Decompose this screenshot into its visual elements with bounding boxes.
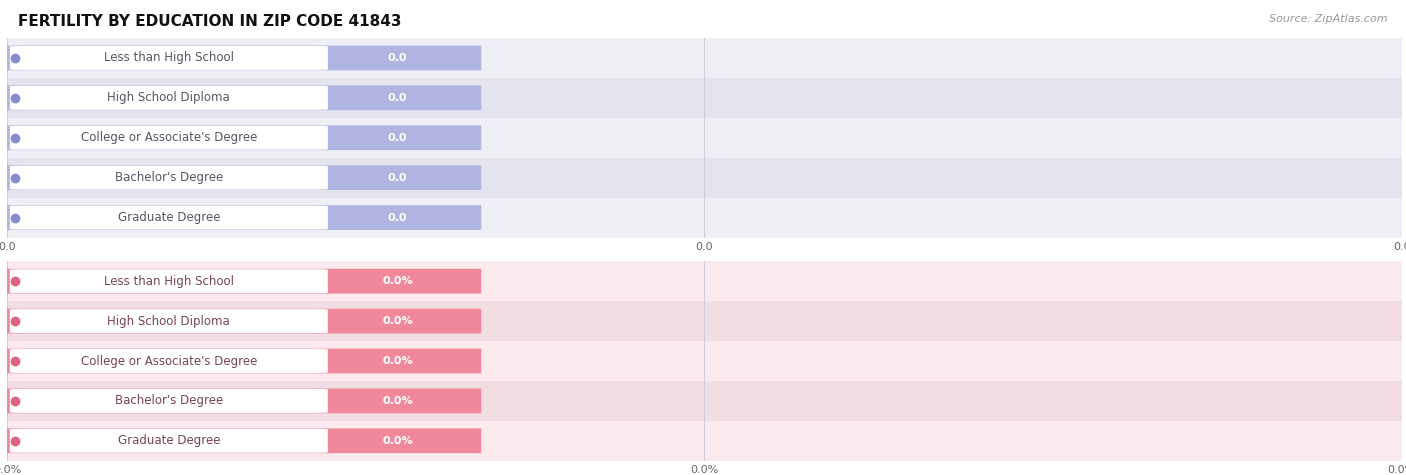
Bar: [7, 205, 481, 230]
Text: Source: ZipAtlas.com: Source: ZipAtlas.com: [1270, 14, 1388, 24]
Bar: [7, 381, 1402, 421]
Bar: [7, 198, 1402, 238]
Bar: [7, 125, 481, 150]
Text: Less than High School: Less than High School: [104, 275, 233, 288]
Text: 0.0: 0.0: [388, 172, 408, 183]
FancyBboxPatch shape: [10, 309, 328, 333]
Text: College or Associate's Degree: College or Associate's Degree: [80, 131, 257, 144]
Text: Graduate Degree: Graduate Degree: [118, 434, 221, 447]
Bar: [7, 309, 481, 333]
Bar: [7, 341, 1402, 381]
Text: Bachelor's Degree: Bachelor's Degree: [115, 394, 224, 408]
Bar: [7, 421, 1402, 461]
Text: 0.0%: 0.0%: [382, 356, 413, 366]
Text: 0.0%: 0.0%: [382, 276, 413, 286]
Bar: [7, 78, 1402, 118]
Bar: [7, 389, 481, 413]
Text: High School Diploma: High School Diploma: [107, 314, 231, 328]
Text: Graduate Degree: Graduate Degree: [118, 211, 221, 224]
Bar: [7, 158, 1402, 198]
Bar: [7, 165, 481, 190]
Bar: [7, 38, 1402, 78]
FancyBboxPatch shape: [10, 389, 328, 413]
FancyBboxPatch shape: [10, 86, 328, 110]
Bar: [7, 118, 1402, 158]
Text: 0.0: 0.0: [388, 93, 408, 103]
Bar: [7, 428, 481, 453]
Bar: [7, 86, 481, 110]
Bar: [7, 261, 1402, 301]
Bar: [7, 269, 481, 294]
Bar: [7, 301, 1402, 341]
Text: Less than High School: Less than High School: [104, 51, 233, 65]
FancyBboxPatch shape: [10, 349, 328, 373]
Text: College or Associate's Degree: College or Associate's Degree: [80, 354, 257, 368]
FancyBboxPatch shape: [10, 206, 328, 229]
Text: Bachelor's Degree: Bachelor's Degree: [115, 171, 224, 184]
FancyBboxPatch shape: [10, 166, 328, 190]
FancyBboxPatch shape: [10, 429, 328, 453]
Text: 0.0%: 0.0%: [382, 396, 413, 406]
Text: FERTILITY BY EDUCATION IN ZIP CODE 41843: FERTILITY BY EDUCATION IN ZIP CODE 41843: [18, 14, 402, 29]
Text: 0.0%: 0.0%: [382, 436, 413, 446]
FancyBboxPatch shape: [10, 269, 328, 293]
Text: 0.0: 0.0: [388, 212, 408, 223]
Text: 0.0: 0.0: [388, 53, 408, 63]
Text: 0.0: 0.0: [388, 133, 408, 143]
Bar: [7, 349, 481, 373]
FancyBboxPatch shape: [10, 126, 328, 150]
Text: High School Diploma: High School Diploma: [107, 91, 231, 104]
FancyBboxPatch shape: [10, 46, 328, 70]
Bar: [7, 46, 481, 70]
Text: 0.0%: 0.0%: [382, 316, 413, 326]
